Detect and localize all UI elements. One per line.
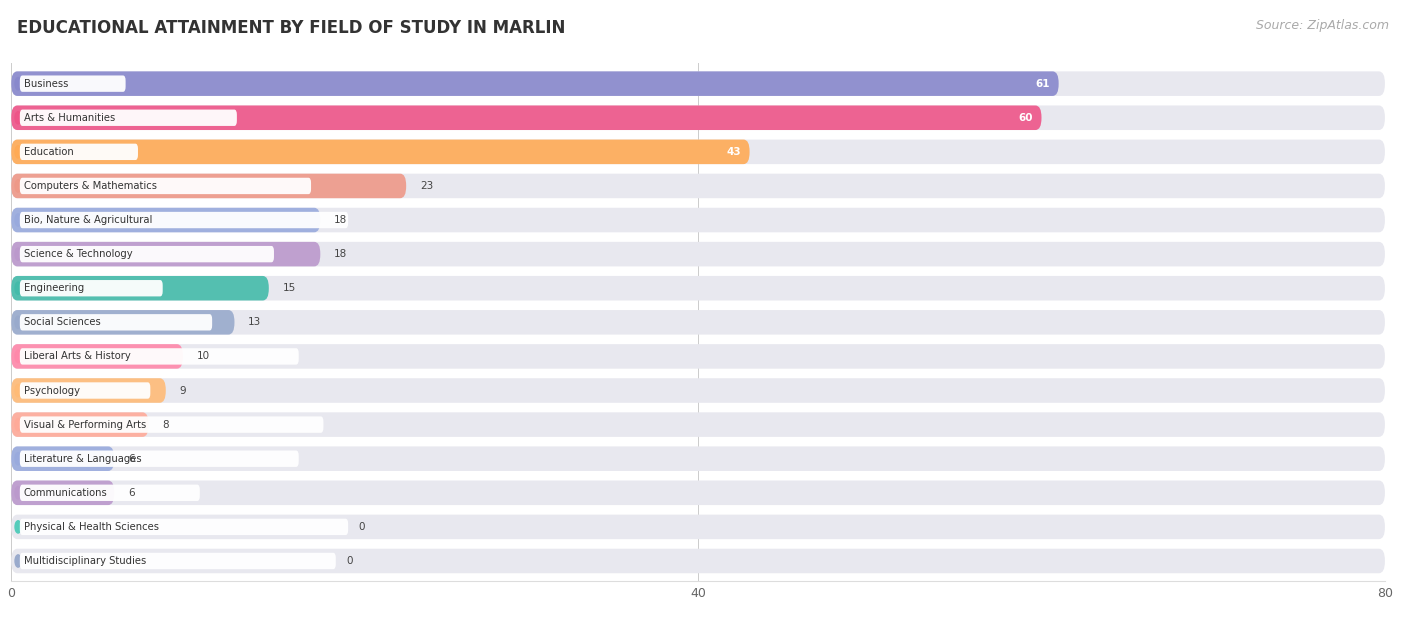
FancyBboxPatch shape: [11, 446, 1385, 471]
Text: Visual & Performing Arts: Visual & Performing Arts: [24, 420, 146, 430]
FancyBboxPatch shape: [11, 344, 183, 368]
Circle shape: [15, 282, 21, 295]
Text: Science & Technology: Science & Technology: [24, 249, 132, 259]
FancyBboxPatch shape: [20, 416, 323, 433]
Text: Computers & Mathematics: Computers & Mathematics: [24, 181, 156, 191]
Circle shape: [15, 316, 21, 329]
Text: Education: Education: [24, 147, 73, 157]
FancyBboxPatch shape: [11, 378, 166, 403]
FancyBboxPatch shape: [20, 451, 298, 467]
Circle shape: [15, 214, 21, 226]
FancyBboxPatch shape: [11, 71, 1059, 96]
Text: Communications: Communications: [24, 488, 107, 498]
Text: 18: 18: [335, 249, 347, 259]
Circle shape: [15, 418, 21, 431]
FancyBboxPatch shape: [11, 242, 1385, 267]
Text: Business: Business: [24, 78, 67, 88]
Text: 9: 9: [180, 386, 186, 396]
Text: 15: 15: [283, 283, 295, 293]
FancyBboxPatch shape: [11, 242, 321, 267]
FancyBboxPatch shape: [20, 143, 138, 160]
FancyBboxPatch shape: [11, 378, 1385, 403]
Text: Arts & Humanities: Arts & Humanities: [24, 112, 115, 123]
FancyBboxPatch shape: [20, 485, 200, 501]
FancyBboxPatch shape: [11, 480, 1385, 505]
Circle shape: [15, 112, 21, 124]
FancyBboxPatch shape: [20, 382, 150, 399]
FancyBboxPatch shape: [11, 140, 749, 164]
Circle shape: [15, 248, 21, 260]
FancyBboxPatch shape: [20, 212, 349, 228]
FancyBboxPatch shape: [20, 246, 274, 262]
FancyBboxPatch shape: [11, 446, 114, 471]
Text: 60: 60: [1018, 112, 1033, 123]
FancyBboxPatch shape: [20, 348, 298, 365]
FancyBboxPatch shape: [20, 109, 236, 126]
FancyBboxPatch shape: [11, 549, 1385, 573]
FancyBboxPatch shape: [11, 208, 1385, 233]
Text: Liberal Arts & History: Liberal Arts & History: [24, 351, 131, 362]
FancyBboxPatch shape: [11, 71, 1385, 96]
Text: Engineering: Engineering: [24, 283, 84, 293]
Text: Physical & Health Sciences: Physical & Health Sciences: [24, 522, 159, 532]
Text: 23: 23: [420, 181, 433, 191]
Circle shape: [15, 453, 21, 465]
FancyBboxPatch shape: [11, 106, 1385, 130]
FancyBboxPatch shape: [11, 344, 1385, 368]
Text: 6: 6: [128, 454, 135, 464]
Circle shape: [15, 350, 21, 363]
Circle shape: [15, 555, 21, 567]
FancyBboxPatch shape: [11, 174, 1385, 198]
Text: 18: 18: [335, 215, 347, 225]
FancyBboxPatch shape: [20, 519, 349, 535]
Text: 0: 0: [359, 522, 366, 532]
Text: Psychology: Psychology: [24, 386, 80, 396]
FancyBboxPatch shape: [11, 310, 235, 334]
FancyBboxPatch shape: [11, 310, 1385, 334]
FancyBboxPatch shape: [11, 276, 1385, 300]
FancyBboxPatch shape: [11, 514, 1385, 539]
FancyBboxPatch shape: [20, 553, 336, 569]
FancyBboxPatch shape: [20, 75, 125, 92]
FancyBboxPatch shape: [11, 208, 321, 233]
Circle shape: [15, 487, 21, 499]
Text: 13: 13: [249, 317, 262, 327]
FancyBboxPatch shape: [20, 178, 311, 194]
Text: 6: 6: [128, 488, 135, 498]
Text: 10: 10: [197, 351, 209, 362]
Text: 43: 43: [727, 147, 741, 157]
FancyBboxPatch shape: [11, 276, 269, 300]
FancyBboxPatch shape: [11, 140, 1385, 164]
FancyBboxPatch shape: [11, 106, 1042, 130]
Circle shape: [15, 78, 21, 90]
Text: 0: 0: [346, 556, 353, 566]
Text: Bio, Nature & Agricultural: Bio, Nature & Agricultural: [24, 215, 152, 225]
Circle shape: [15, 384, 21, 397]
FancyBboxPatch shape: [11, 174, 406, 198]
FancyBboxPatch shape: [20, 314, 212, 331]
Circle shape: [15, 521, 21, 533]
FancyBboxPatch shape: [11, 412, 149, 437]
Text: Social Sciences: Social Sciences: [24, 317, 100, 327]
Text: Source: ZipAtlas.com: Source: ZipAtlas.com: [1256, 19, 1389, 32]
Text: Literature & Languages: Literature & Languages: [24, 454, 141, 464]
FancyBboxPatch shape: [11, 412, 1385, 437]
FancyBboxPatch shape: [20, 280, 163, 296]
Text: 8: 8: [162, 420, 169, 430]
Text: EDUCATIONAL ATTAINMENT BY FIELD OF STUDY IN MARLIN: EDUCATIONAL ATTAINMENT BY FIELD OF STUDY…: [17, 19, 565, 37]
Text: Multidisciplinary Studies: Multidisciplinary Studies: [24, 556, 146, 566]
FancyBboxPatch shape: [11, 480, 114, 505]
Circle shape: [15, 179, 21, 192]
Circle shape: [15, 146, 21, 158]
Text: 61: 61: [1036, 78, 1050, 88]
